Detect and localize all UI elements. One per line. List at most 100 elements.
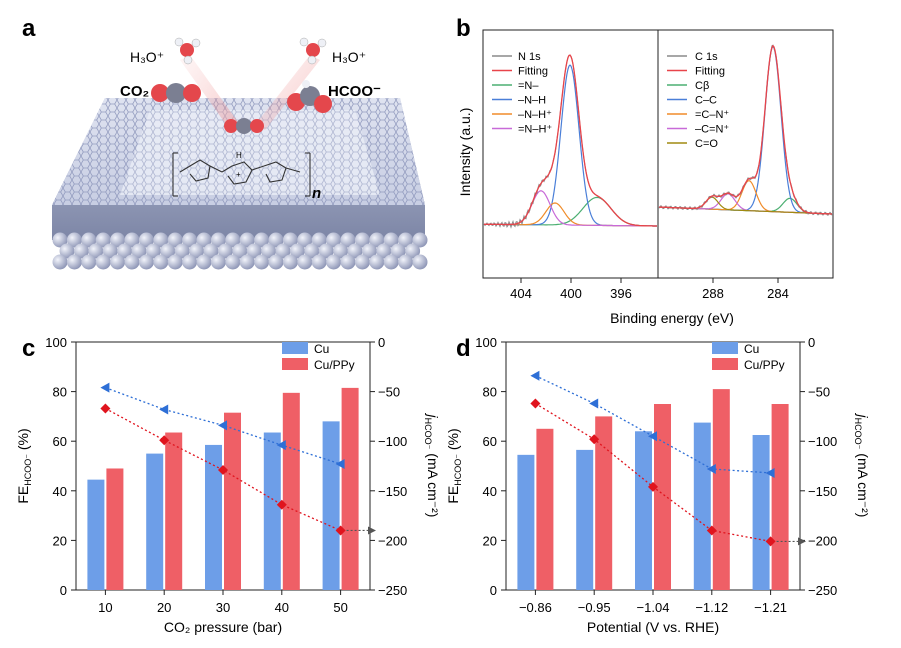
panel-c-bar-cu: [205, 444, 222, 590]
copper-atom: [239, 254, 255, 270]
xps-n1s-legend-label: –N–H: [518, 95, 546, 107]
xps-c1s-legend-label: –C=N⁺: [695, 124, 729, 136]
copper-atom: [81, 254, 97, 270]
panel-b-xps: 404 400 396 288 284 N 1s Fitting =N– –N–H –N–H⁺ =…: [457, 29, 834, 326]
panel-c-y-tick-label: 100: [45, 335, 67, 350]
copper-atom: [73, 243, 89, 259]
panel-c-y-right-tick-label: −150: [378, 484, 407, 499]
panel-d-bar-cu: [752, 435, 770, 590]
copper-atom: [232, 243, 248, 259]
copper-atom: [304, 243, 320, 259]
copper-atom: [412, 232, 428, 248]
panel-d-y-axis-label: FEHCOO⁻ (%): [445, 428, 463, 503]
n1s-component-n-minus: [484, 196, 657, 227]
panel-d-legend-swatch: [712, 358, 738, 370]
panel-d-current-point-cu: [530, 370, 540, 381]
copper-atom: [398, 254, 414, 270]
hcoo-label: HCOO⁻: [328, 83, 381, 100]
copper-atom: [297, 232, 313, 248]
copper-atom: [412, 254, 428, 270]
panel-c-y-right-tick-label: −200: [378, 533, 407, 548]
copper-atom: [59, 243, 75, 259]
panel-c-y-axis-label-sub: HCOO⁻: [23, 454, 33, 486]
copper-atom: [369, 232, 385, 248]
copper-atom: [398, 232, 414, 248]
panel-c-current-line-cu: [105, 387, 341, 465]
copper-atom: [110, 232, 126, 248]
panel-d-y-tick-label: 20: [483, 533, 497, 548]
copper-atom: [369, 254, 385, 270]
copper-atom: [110, 254, 126, 270]
xps-x-tick-label: 284: [767, 286, 789, 301]
copper-atom: [297, 254, 313, 270]
panel-c-current-point-cu: [335, 459, 345, 470]
copper-atom: [167, 232, 183, 248]
c1s-component-c-n-plus: [659, 180, 832, 215]
panel-d-bar-cu: [693, 422, 711, 590]
copper-atom: [376, 243, 392, 259]
copper-atom: [311, 232, 327, 248]
panel-d-current-point-cuppy: [706, 525, 717, 536]
panel-c-legend-swatch: [282, 342, 308, 354]
panel-d-x-axis-label: Potential (V vs. RHE): [587, 619, 719, 635]
xps-n1s-legend-label: =N–: [518, 80, 539, 92]
copper-atom: [182, 254, 198, 270]
xps-c1s-legend-label: C–C: [695, 95, 717, 107]
panel-c-y-right-tick-label: 0: [378, 335, 385, 350]
copper-atom: [225, 254, 241, 270]
panel-c-chart: 0 20 40 60 80 100 −250 −200 −150 −100 −50 0 10 20 30 40…: [15, 335, 441, 635]
panel-d-y-tick-label: 100: [475, 335, 497, 350]
panel-c-y-right-axis-label-unit: (mA cm⁻²): [425, 449, 441, 517]
panel-c-current-point-cuppy: [159, 435, 170, 446]
panel-c-current-point-cuppy: [218, 464, 228, 475]
panel-d-bar-cuppy: [712, 389, 730, 590]
panel-d-x-tick-label: −1.21: [754, 600, 787, 615]
copper-atom: [203, 243, 219, 259]
panel-c-current-point-cuppy: [100, 403, 111, 414]
panel-c-x-axis-label: CO₂ pressure (bar): [164, 619, 282, 635]
panel-d-legend-label: Cu/PPy: [744, 358, 785, 372]
panel-d-x-tick-label: −0.86: [519, 600, 552, 615]
panel-d-bar-cu: [576, 449, 594, 590]
n1s-component-nh-plus: [484, 202, 657, 227]
copper-atom: [66, 254, 82, 270]
xps-x-axis-label: Binding energy (eV): [610, 310, 734, 326]
panel-d-bar-cuppy: [771, 404, 789, 590]
copper-atom: [254, 232, 270, 248]
panel-c-legend-label: Cu/PPy: [314, 358, 355, 372]
panel-d-axis-arrow-head: [798, 537, 806, 546]
copper-atom: [117, 243, 133, 259]
copper-atom: [160, 243, 176, 259]
panel-c-bar-cu: [146, 453, 164, 590]
copper-atom: [124, 232, 140, 248]
panel-letter-d: d: [456, 335, 471, 362]
panel-c-current-point-cu: [218, 420, 227, 431]
panel-c-current-point-cu: [276, 440, 286, 451]
copper-atom: [347, 243, 363, 259]
panel-d-y-right-tick-label: −200: [808, 533, 837, 548]
panel-a-schematic: + H n H₃O⁺ H₃O⁺ CO₂ HCOO⁻: [52, 37, 428, 270]
panel-d-legend-swatch: [712, 342, 738, 354]
panel-d-bar-cu: [635, 431, 652, 590]
copper-atom: [261, 243, 277, 259]
copper-atom: [405, 243, 421, 259]
xps-c1s-legend-label: =C–N⁺: [695, 109, 729, 121]
panel-d-x-tick-label: −0.95: [578, 600, 611, 615]
panel-c-bar-cuppy: [165, 432, 183, 590]
panel-letter-a: a: [22, 15, 36, 42]
c1s-fitting-curve: [659, 44, 832, 215]
copper-atom: [340, 254, 356, 270]
panel-c-bar-cuppy: [282, 392, 300, 590]
panel-d-y-right-tick-label: −250: [808, 583, 837, 598]
panel-c-x-tick-label: 40: [275, 600, 289, 615]
copper-atom: [167, 254, 183, 270]
panel-c-y-axis-label-main: FE: [15, 486, 31, 504]
copper-atom: [95, 254, 111, 270]
copper-atom: [268, 254, 284, 270]
co2-label: CO₂: [120, 83, 149, 100]
panel-c-y-right-tick-label: −250: [378, 583, 407, 598]
copper-atom: [361, 243, 377, 259]
panel-letter-b: b: [456, 15, 471, 42]
panel-d-y-axis-label-main: FE: [445, 486, 461, 504]
